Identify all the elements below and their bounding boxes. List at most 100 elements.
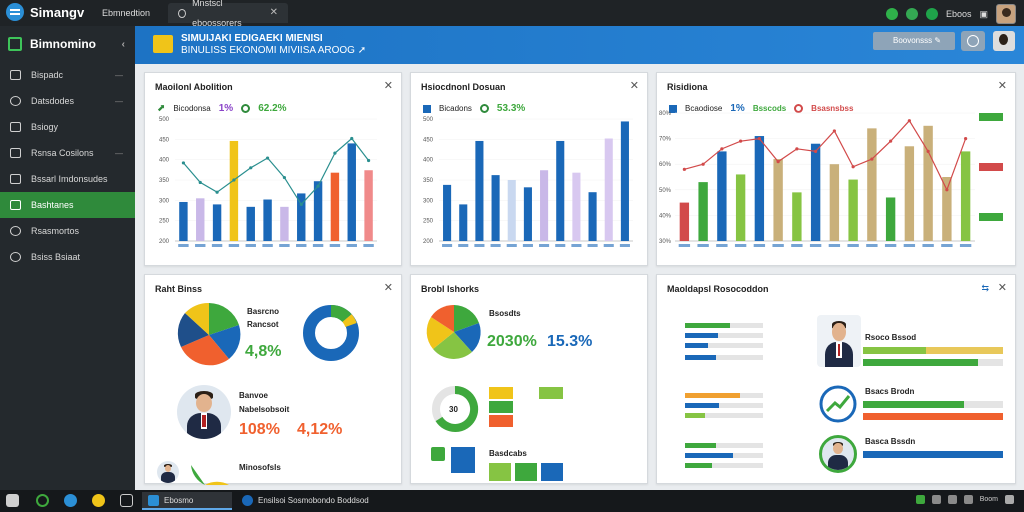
sidebar-item-4[interactable]: Rsnsa Cosilons — bbox=[0, 140, 135, 166]
pie-slice bbox=[181, 335, 229, 366]
tab-first[interactable]: Ebmnedtion bbox=[92, 3, 164, 23]
taskbar-app-1[interactable]: Ebosmo bbox=[142, 492, 232, 510]
taskbar-app-2[interactable]: Ensilsoi Sosmobondo Boddsod bbox=[236, 492, 396, 510]
card-recommendation: Maoldapsl Rosocoddon ✕ ⇆ Rsoco Bssod Bsa… bbox=[656, 274, 1016, 484]
bar bbox=[443, 184, 452, 241]
tray-text[interactable]: Eboos bbox=[945, 9, 972, 19]
header-avatar[interactable] bbox=[993, 31, 1015, 51]
progress-row bbox=[685, 443, 763, 448]
header-action-button[interactable]: Boovonsss ✎ bbox=[873, 32, 955, 50]
sidebar-item-8[interactable]: Bsiss Bsiaat bbox=[0, 244, 135, 270]
legend-pct-c: Bsasnsbss bbox=[811, 104, 854, 113]
sidebar-item-5[interactable]: Bssarl Imdonsudes bbox=[0, 166, 135, 192]
sidebar-item-3[interactable]: Bsiogy bbox=[0, 114, 135, 140]
sidebar-item-label: Bsiss Bsiaat bbox=[31, 252, 81, 262]
close-icon[interactable]: ✕ bbox=[997, 282, 1007, 294]
chart-icon bbox=[10, 148, 21, 158]
legend-swatch bbox=[423, 104, 431, 113]
x-tick-label bbox=[828, 244, 841, 247]
avatar-circle bbox=[819, 435, 857, 473]
kpi-block-blue-2 bbox=[541, 463, 563, 481]
sidebar-header[interactable]: Bimnomino ‹ bbox=[0, 26, 135, 62]
close-icon[interactable]: ✕ bbox=[629, 80, 639, 92]
bar bbox=[364, 170, 373, 241]
chat-icon[interactable] bbox=[36, 494, 49, 507]
share-icon[interactable]: ⇆ bbox=[981, 283, 989, 293]
bar bbox=[754, 136, 765, 241]
battery-icon[interactable] bbox=[947, 495, 957, 504]
calendar-icon bbox=[10, 174, 21, 184]
card-title: Raht Binss bbox=[155, 284, 203, 294]
line-point bbox=[795, 147, 799, 151]
chart-legend: ⬈ Bicodonsa 1% 62.2% bbox=[157, 103, 287, 114]
line-point bbox=[720, 147, 724, 151]
terminal-icon[interactable] bbox=[120, 494, 133, 507]
chevron-left-icon[interactable]: ‹ bbox=[121, 38, 125, 50]
progress-row bbox=[685, 453, 763, 458]
window-icon[interactable]: ▣ bbox=[979, 8, 988, 19]
close-icon[interactable]: ✕ bbox=[383, 282, 393, 294]
clock[interactable]: Boom bbox=[979, 496, 998, 503]
card-title: Brobl Ishorks bbox=[421, 284, 480, 294]
bottom-label: Minosofsls bbox=[239, 463, 281, 472]
bar bbox=[620, 121, 629, 241]
line-point bbox=[198, 180, 202, 185]
y-tick-label: 450 bbox=[159, 137, 170, 143]
status-icon[interactable] bbox=[925, 8, 938, 20]
close-tab-icon[interactable]: ✕ bbox=[269, 7, 278, 18]
logo-icon bbox=[6, 3, 24, 21]
sidebar-item-6-active[interactable]: Bashtanes bbox=[0, 192, 135, 218]
axis-badge bbox=[979, 113, 1003, 121]
line-point bbox=[232, 178, 236, 182]
bar bbox=[885, 197, 896, 241]
x-tick-label bbox=[490, 244, 501, 247]
sidebar-item-1[interactable]: Bispadc — bbox=[0, 62, 135, 88]
line-point bbox=[757, 137, 761, 141]
extension-icon[interactable] bbox=[885, 8, 898, 20]
sidebar-item-2[interactable]: Datsdodes — bbox=[0, 88, 135, 114]
close-icon[interactable]: ✕ bbox=[997, 80, 1007, 92]
axis-badge bbox=[979, 213, 1003, 221]
series-line bbox=[182, 137, 370, 206]
tab-active[interactable]: Mnstscl eboossorers ✕ bbox=[168, 0, 288, 28]
chevron-icon: — bbox=[115, 70, 123, 80]
app-logo[interactable]: Simangv bbox=[6, 3, 84, 21]
pie-chart bbox=[177, 302, 241, 366]
line-point bbox=[265, 156, 270, 160]
bar bbox=[679, 202, 690, 241]
bar bbox=[212, 204, 222, 241]
x-tick-label bbox=[296, 244, 307, 247]
progress-row bbox=[685, 393, 763, 398]
kpi-tile-yellow bbox=[489, 387, 513, 399]
bar bbox=[960, 151, 971, 241]
keyboard-icon[interactable] bbox=[963, 495, 973, 504]
recommend-bar-2 bbox=[863, 359, 1003, 366]
app-icon bbox=[148, 495, 159, 506]
progress-row bbox=[685, 343, 763, 348]
windows-start-icon[interactable] bbox=[6, 494, 19, 507]
x-tick-label bbox=[959, 244, 972, 247]
legend-label: Bsosdts bbox=[489, 309, 521, 318]
network-icon[interactable] bbox=[915, 495, 925, 504]
browser-icon[interactable] bbox=[64, 494, 77, 507]
bar bbox=[572, 172, 581, 241]
close-icon[interactable]: ✕ bbox=[383, 80, 393, 92]
y-tick-label: 250 bbox=[423, 219, 434, 225]
line-point bbox=[814, 149, 818, 153]
y-tick-label: 30% bbox=[659, 239, 672, 245]
chrome-icon[interactable] bbox=[92, 494, 105, 507]
user-avatar[interactable] bbox=[996, 4, 1016, 24]
search-icon[interactable] bbox=[961, 31, 985, 51]
notification-icon[interactable] bbox=[1005, 495, 1014, 504]
legend-pct-b: 62.2% bbox=[258, 103, 287, 114]
caption-a: Banvoe bbox=[239, 391, 268, 400]
volume-icon[interactable] bbox=[931, 495, 941, 504]
sync-icon[interactable] bbox=[905, 8, 918, 20]
pie-slice bbox=[185, 302, 209, 335]
y-tick-label: 250 bbox=[159, 219, 170, 225]
sidebar-item-7[interactable]: Rsasmortos bbox=[0, 218, 135, 244]
caption-b: Nabelsobsoit bbox=[239, 405, 290, 414]
line-point bbox=[366, 158, 371, 163]
dashboard-logo-icon bbox=[153, 35, 173, 53]
pie-slice bbox=[209, 325, 241, 359]
